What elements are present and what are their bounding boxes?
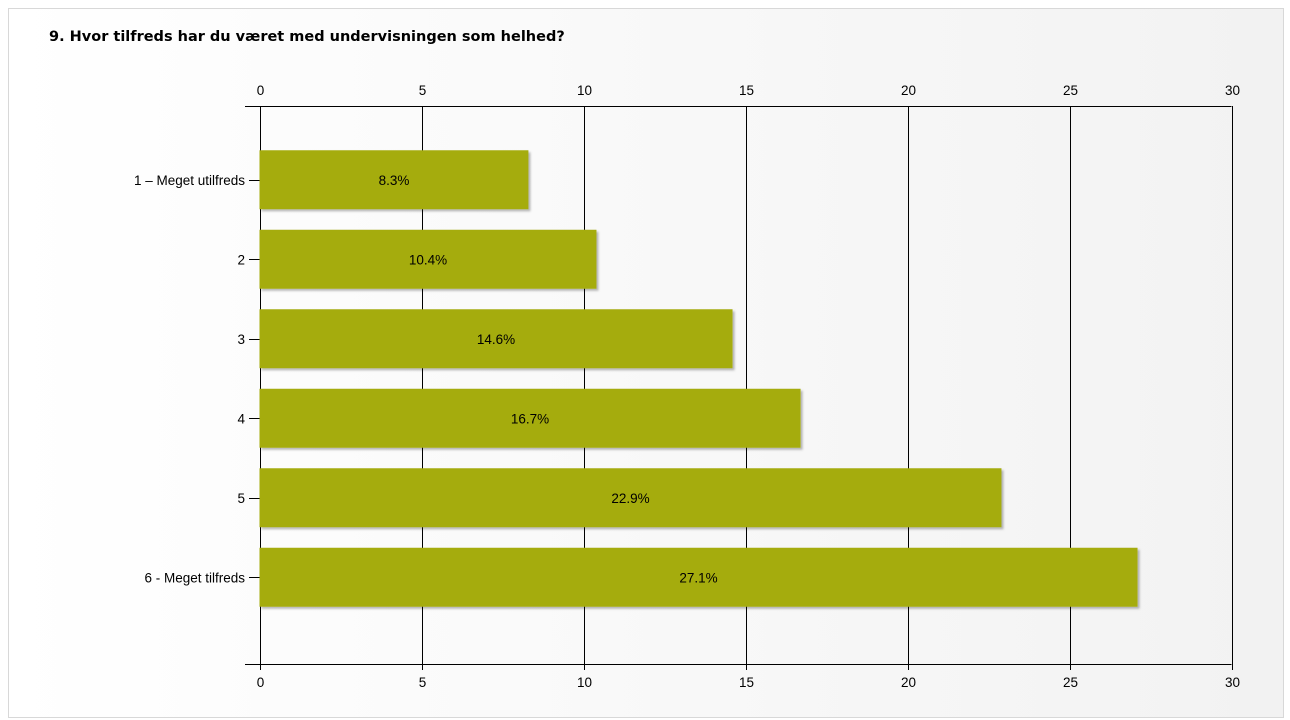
data-label: 14.6% bbox=[477, 332, 515, 347]
x-tick-label-bottom: 5 bbox=[419, 675, 427, 690]
x-tick-label-bottom: 25 bbox=[1063, 675, 1078, 690]
chart-title: 9. Hvor tilfreds har du været med underv… bbox=[49, 29, 565, 45]
bar bbox=[259, 547, 1138, 607]
category-label: 1 – Meget utilfreds bbox=[134, 173, 245, 188]
x-tick-label-bottom: 0 bbox=[257, 675, 265, 690]
x-tick-label-top: 30 bbox=[1225, 83, 1240, 98]
bar bbox=[259, 468, 1002, 528]
bar bbox=[259, 309, 733, 369]
data-label: 27.1% bbox=[679, 570, 717, 585]
x-tick-label-top: 25 bbox=[1063, 83, 1078, 98]
bar bbox=[259, 229, 597, 289]
category-label: 2 bbox=[237, 252, 245, 267]
category-label: 4 bbox=[237, 411, 245, 426]
category-label: 6 - Meget tilfreds bbox=[144, 570, 245, 585]
data-label: 10.4% bbox=[409, 252, 447, 267]
x-tick-label-top: 10 bbox=[577, 83, 592, 98]
bar bbox=[259, 388, 801, 448]
data-label: 16.7% bbox=[511, 411, 549, 426]
category-label: 3 bbox=[237, 332, 245, 347]
x-tick-label-bottom: 10 bbox=[577, 675, 592, 690]
x-tick-label-top: 0 bbox=[257, 83, 265, 98]
bar bbox=[259, 150, 529, 210]
x-tick-label-top: 15 bbox=[739, 83, 754, 98]
x-tick-label-bottom: 15 bbox=[739, 675, 754, 690]
category-label: 5 bbox=[237, 491, 245, 506]
x-tick-label-top: 5 bbox=[419, 83, 427, 98]
x-tick-label-top: 20 bbox=[901, 83, 916, 98]
data-label: 8.3% bbox=[379, 173, 410, 188]
x-tick-label-bottom: 30 bbox=[1225, 675, 1240, 690]
data-label: 22.9% bbox=[611, 491, 649, 506]
x-tick-label-bottom: 20 bbox=[901, 675, 916, 690]
